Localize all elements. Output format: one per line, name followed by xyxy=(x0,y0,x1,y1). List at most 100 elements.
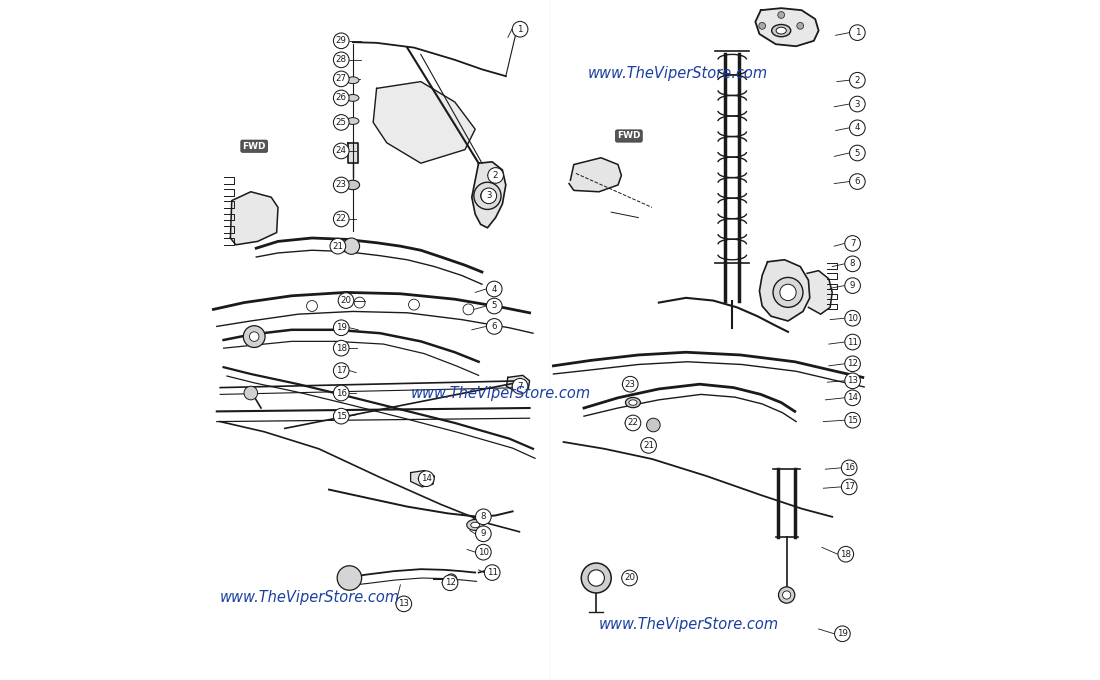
Text: 10: 10 xyxy=(847,313,858,323)
Text: 11: 11 xyxy=(847,337,858,347)
Circle shape xyxy=(484,564,500,581)
Text: 15: 15 xyxy=(336,411,346,421)
Text: 12: 12 xyxy=(444,578,455,588)
Text: 25: 25 xyxy=(336,118,346,127)
Circle shape xyxy=(845,412,860,428)
Ellipse shape xyxy=(629,400,637,405)
Polygon shape xyxy=(506,375,529,392)
Circle shape xyxy=(343,238,360,254)
Circle shape xyxy=(446,574,456,585)
Circle shape xyxy=(333,320,349,335)
Text: 15: 15 xyxy=(847,415,858,425)
Text: 1: 1 xyxy=(517,24,522,34)
Circle shape xyxy=(849,120,866,136)
Text: 14: 14 xyxy=(847,393,858,403)
Circle shape xyxy=(396,596,411,612)
Text: 19: 19 xyxy=(336,323,346,333)
Circle shape xyxy=(481,188,496,204)
Text: 3: 3 xyxy=(486,191,492,201)
Circle shape xyxy=(330,238,345,254)
Text: 20: 20 xyxy=(341,296,352,305)
Text: FWD: FWD xyxy=(242,141,266,151)
Circle shape xyxy=(333,363,349,378)
Circle shape xyxy=(845,373,860,389)
Circle shape xyxy=(588,570,604,586)
Circle shape xyxy=(333,71,349,87)
Circle shape xyxy=(849,24,866,41)
Ellipse shape xyxy=(346,118,359,124)
Circle shape xyxy=(486,298,502,313)
Text: 20: 20 xyxy=(624,573,635,583)
Text: 17: 17 xyxy=(844,482,855,492)
Circle shape xyxy=(486,282,502,297)
Polygon shape xyxy=(373,82,475,163)
Circle shape xyxy=(796,22,804,29)
Circle shape xyxy=(486,318,502,335)
Text: 7: 7 xyxy=(850,239,856,248)
Ellipse shape xyxy=(466,520,484,530)
Text: 10: 10 xyxy=(477,547,488,557)
Text: 22: 22 xyxy=(627,418,638,428)
Circle shape xyxy=(581,563,612,593)
Text: www.TheViperStore.com: www.TheViperStore.com xyxy=(600,617,779,632)
Circle shape xyxy=(842,479,857,495)
Text: 29: 29 xyxy=(336,36,346,46)
Circle shape xyxy=(773,277,803,307)
Circle shape xyxy=(475,526,492,541)
Text: 11: 11 xyxy=(486,568,497,577)
Ellipse shape xyxy=(346,77,359,84)
Circle shape xyxy=(849,174,866,189)
Text: 13: 13 xyxy=(398,599,409,609)
Text: 27: 27 xyxy=(336,74,346,84)
Text: 8: 8 xyxy=(481,512,486,522)
Circle shape xyxy=(838,547,854,562)
Circle shape xyxy=(845,335,860,350)
Text: 5: 5 xyxy=(855,148,860,158)
Text: 13: 13 xyxy=(847,376,858,386)
Circle shape xyxy=(778,12,784,18)
Circle shape xyxy=(333,52,349,68)
Circle shape xyxy=(475,509,492,525)
Circle shape xyxy=(333,341,349,356)
Text: 8: 8 xyxy=(850,259,856,269)
Circle shape xyxy=(759,22,766,29)
Text: 7: 7 xyxy=(517,381,522,391)
Circle shape xyxy=(333,90,349,105)
Circle shape xyxy=(849,96,866,112)
Circle shape xyxy=(244,386,257,400)
Text: 2: 2 xyxy=(493,171,498,180)
Text: www.TheViperStore.com: www.TheViperStore.com xyxy=(410,386,591,401)
Circle shape xyxy=(641,438,657,453)
Circle shape xyxy=(621,570,637,585)
Circle shape xyxy=(849,145,866,161)
Circle shape xyxy=(623,377,638,392)
Text: www.TheViperStore.com: www.TheViperStore.com xyxy=(587,66,768,81)
Circle shape xyxy=(513,378,528,394)
Circle shape xyxy=(647,418,660,432)
Circle shape xyxy=(333,114,349,131)
Text: 16: 16 xyxy=(336,388,346,398)
Circle shape xyxy=(338,566,362,590)
Text: 17: 17 xyxy=(336,366,346,375)
Text: 6: 6 xyxy=(855,177,860,186)
Circle shape xyxy=(779,587,795,603)
Circle shape xyxy=(338,292,354,308)
Circle shape xyxy=(475,544,492,560)
Circle shape xyxy=(243,326,265,347)
Text: 12: 12 xyxy=(847,359,858,369)
Text: 3: 3 xyxy=(855,99,860,109)
Ellipse shape xyxy=(772,24,791,37)
Polygon shape xyxy=(569,158,622,192)
Ellipse shape xyxy=(346,180,360,190)
Polygon shape xyxy=(756,8,818,46)
Ellipse shape xyxy=(626,397,640,408)
Text: 9: 9 xyxy=(481,529,486,539)
Circle shape xyxy=(849,72,866,88)
Circle shape xyxy=(333,143,349,159)
Circle shape xyxy=(845,236,860,252)
Text: 21: 21 xyxy=(332,241,343,251)
Circle shape xyxy=(845,256,860,272)
Circle shape xyxy=(625,415,641,431)
Text: 23: 23 xyxy=(336,180,346,190)
Circle shape xyxy=(333,211,349,227)
